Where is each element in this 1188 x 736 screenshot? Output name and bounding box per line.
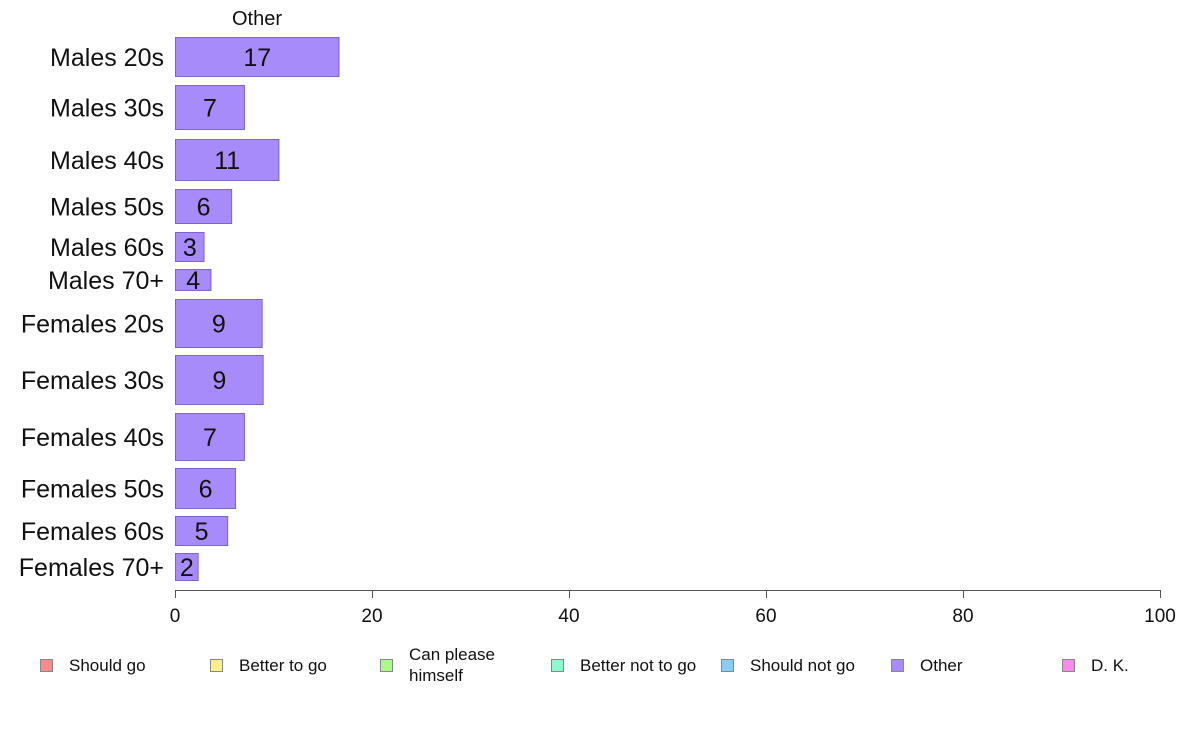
bars: Males 20s 17 Males 30s 7 Males 40s 11 Males 50… [19, 37, 340, 582]
data-label: 5 [195, 518, 209, 546]
legend-swatch [721, 658, 734, 672]
x-tick-label: 40 [558, 606, 579, 627]
legend-swatch [210, 658, 223, 672]
bar [175, 85, 245, 130]
data-label: 2 [180, 554, 194, 582]
data-label: 6 [197, 194, 211, 222]
bar [175, 553, 199, 581]
legend-item: Should not go [721, 648, 876, 682]
x-tick-label: 100 [1144, 606, 1176, 627]
chart-title: Other [232, 8, 282, 30]
bar [175, 355, 264, 405]
category-label: Females 20s [21, 311, 164, 339]
legend-item: Other [891, 648, 1046, 682]
x-tick-label: 60 [755, 606, 776, 627]
category-label: Males 40s [50, 147, 164, 175]
legend-item: D. K. [1062, 648, 1188, 682]
bar [175, 299, 263, 348]
legend-item: Should go [40, 648, 195, 682]
category-label: Males 20s [50, 44, 164, 72]
x-axis: 0 20 40 60 80 100 [170, 590, 1176, 627]
x-tick-label: 80 [952, 606, 973, 627]
data-label: 17 [243, 44, 271, 72]
data-label: 9 [212, 311, 226, 339]
legend-label: Should not go [750, 655, 855, 675]
data-label: 3 [183, 234, 197, 262]
legend-swatch [40, 658, 53, 672]
bar [175, 232, 205, 262]
data-label: 6 [199, 476, 213, 504]
bar [175, 413, 245, 461]
legend-label: D. K. [1091, 655, 1129, 675]
bar [175, 189, 233, 224]
legend-item: Can please himself [380, 645, 509, 685]
bar [175, 516, 229, 546]
data-label: 7 [203, 424, 217, 452]
legend-label: Can please himself [409, 645, 496, 685]
category-label: Males 50s [50, 194, 164, 222]
bar [175, 37, 340, 77]
category-label: Females 70+ [19, 554, 164, 582]
bar [175, 468, 237, 509]
legend-swatch [891, 658, 904, 672]
bar [175, 269, 212, 291]
legend-label: Better to go [239, 655, 327, 675]
legend-swatch [380, 658, 393, 672]
legend-swatch [551, 658, 564, 672]
category-label: Females 60s [21, 518, 164, 546]
data-label: 11 [214, 147, 240, 175]
x-tick-label: 20 [361, 606, 382, 627]
category-label: Females 50s [21, 476, 164, 504]
legend-label: Should go [69, 655, 146, 675]
data-label: 7 [203, 95, 217, 123]
category-label: Males 60s [50, 234, 164, 262]
category-label: Males 30s [50, 95, 164, 123]
legend-item: Better to go [210, 648, 365, 682]
legend-item: Better not to go [551, 648, 706, 682]
data-label: 4 [186, 267, 200, 295]
legend-label: Other [920, 655, 963, 675]
data-label: 9 [212, 367, 226, 395]
category-label: Males 70+ [48, 267, 164, 295]
category-label: Females 30s [21, 367, 164, 395]
category-label: Females 40s [21, 424, 164, 452]
x-tick-label: 0 [170, 606, 181, 627]
legend-label: Better not to go [580, 655, 697, 675]
legend-swatch [1062, 658, 1075, 672]
bar [175, 139, 280, 181]
